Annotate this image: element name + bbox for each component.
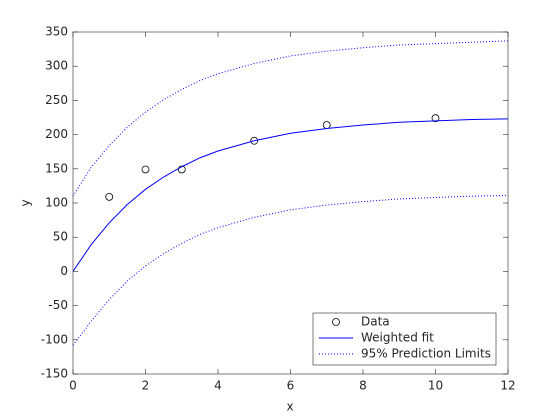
data-point xyxy=(177,165,186,174)
x-tick-label: 0 xyxy=(69,379,77,393)
y-tick-label: 200 xyxy=(45,127,68,141)
y-tick-label: 250 xyxy=(45,93,68,107)
x-tick-label: 6 xyxy=(287,379,295,393)
y-tick-label: 300 xyxy=(45,59,68,73)
axes-box xyxy=(72,31,509,375)
x-axis-label: x xyxy=(286,400,293,414)
x-tick-label: 2 xyxy=(142,379,150,393)
curve xyxy=(72,40,509,197)
y-tick-label: 50 xyxy=(53,230,68,244)
legend-box xyxy=(312,312,497,366)
y-tick-label: -100 xyxy=(41,332,68,346)
y-tick-label: 100 xyxy=(45,196,68,210)
data-point xyxy=(431,114,440,123)
x-tick-label: 8 xyxy=(359,379,367,393)
y-tick-label: -150 xyxy=(41,367,68,381)
y-tick-label: 0 xyxy=(60,264,68,278)
x-tick-label: 12 xyxy=(500,379,515,393)
data-point xyxy=(250,136,259,145)
curve xyxy=(72,194,509,346)
y-tick-label: -50 xyxy=(48,298,68,312)
y-tick-label: 350 xyxy=(45,25,68,39)
legend-label: Data xyxy=(361,315,390,329)
y-axis-label: y xyxy=(19,199,33,206)
curve xyxy=(72,118,509,272)
legend-label: 95% Prediction Limits xyxy=(361,347,491,361)
legend-marker xyxy=(332,318,340,326)
data-point xyxy=(105,192,114,201)
x-tick-label: 4 xyxy=(214,379,222,393)
legend: Data Weighted fit 95% Prediction Limits xyxy=(312,312,497,366)
x-tick-label: 10 xyxy=(428,379,443,393)
data-point xyxy=(141,165,150,174)
legend-label: Weighted fit xyxy=(361,331,434,345)
y-tick-label: 150 xyxy=(45,161,68,175)
